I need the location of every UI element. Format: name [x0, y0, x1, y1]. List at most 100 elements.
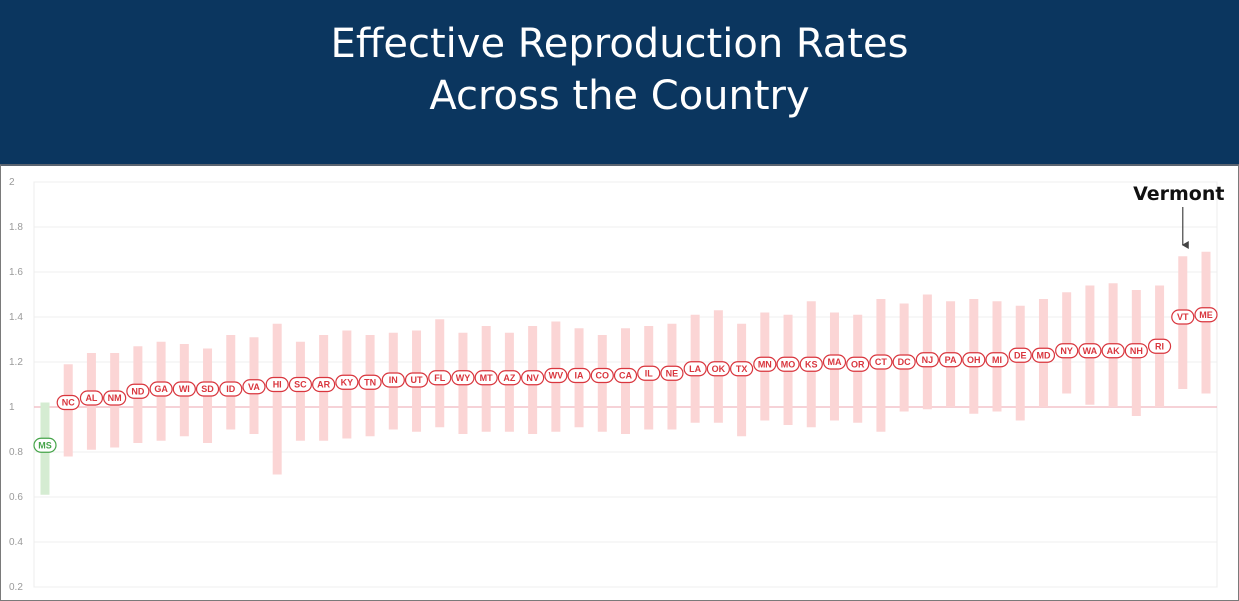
state-label-ia: IA [575, 371, 585, 381]
point-marker-mt [474, 370, 498, 386]
range-bar-tx [737, 323, 747, 437]
point-marker-tx [729, 361, 754, 377]
point-marker-nd [126, 383, 150, 399]
point-marker-ia [567, 367, 591, 384]
state-label-nj: NJ [922, 355, 934, 365]
point-marker-mo [776, 356, 800, 372]
state-label-wy: WY [456, 373, 471, 383]
chart-panel: MS NC AL NM ND GA WI SD ID VA HI SC AR KY TN IN UT FL WY MT… [0, 164, 1239, 601]
state-label-nc: NC [62, 398, 75, 408]
point-marker-me [1194, 307, 1218, 323]
point-marker-az [497, 370, 521, 386]
point-marker-la [683, 361, 707, 377]
y-tick-label: 1.4 [9, 312, 23, 323]
state-label-mi: MI [992, 355, 1002, 365]
point-marker-dc [892, 354, 916, 370]
point-marker-or [846, 356, 870, 372]
point-marker-ny [1055, 343, 1079, 359]
state-label-oh: OH [967, 355, 981, 365]
range-bar-de [1015, 305, 1025, 421]
y-tick-label: 0.6 [9, 492, 23, 503]
point-marker-ri [1147, 338, 1172, 354]
state-label-nd: ND [131, 386, 144, 396]
state-label-de: DE [1014, 350, 1027, 360]
y-tick-label: 1.2 [9, 357, 23, 368]
point-marker-de [1008, 347, 1032, 363]
state-label-ut: UT [411, 375, 423, 385]
state-label-az: AZ [503, 373, 515, 383]
point-marker-sd [195, 381, 220, 397]
y-tick-label: 0.2 [9, 582, 23, 593]
vermont-annotation: Vermont [1133, 183, 1224, 205]
point-marker-hi [265, 376, 289, 393]
state-label-ri: RI [1155, 341, 1164, 351]
state-label-ky: KY [341, 377, 354, 387]
state-label-ca: CA [619, 371, 632, 381]
point-marker-nv [521, 370, 545, 386]
range-bar-hi [272, 323, 282, 475]
point-marker-oh [962, 352, 986, 368]
state-label-id: ID [226, 384, 236, 394]
state-label-nh: NH [1130, 346, 1143, 356]
chart-title-line-1: Effective Reproduction Rates [330, 21, 909, 67]
state-label-or: OR [851, 359, 865, 369]
range-bar-me [1201, 251, 1211, 394]
state-label-tx: TX [736, 364, 748, 374]
state-label-co: CO [596, 371, 610, 381]
y-tick-label: 1.8 [9, 222, 23, 233]
state-label-fl: FL [434, 373, 445, 383]
point-marker-wa [1078, 343, 1102, 359]
title-banner: Effective Reproduction Rates Across the … [0, 0, 1239, 164]
range-bar-co [597, 335, 607, 432]
state-label-dc: DC [898, 357, 911, 367]
state-label-ar: AR [317, 380, 330, 390]
state-label-ne: NE [666, 368, 679, 378]
point-marker-ga [149, 381, 173, 397]
state-label-ms: MS [38, 440, 52, 450]
point-marker-wi [172, 381, 196, 397]
state-label-la: LA [689, 364, 701, 374]
y-tick-label: 1.6 [9, 267, 23, 278]
state-label-pa: PA [945, 355, 957, 365]
range-bar-nc [63, 364, 73, 457]
point-marker-id [219, 381, 243, 397]
state-label-ak: AK [1107, 346, 1120, 356]
state-label-ok: OK [712, 364, 726, 374]
point-marker-pa [938, 352, 963, 368]
state-label-me: ME [1199, 310, 1213, 320]
point-marker-vt [1171, 309, 1195, 325]
state-label-wa: WA [1083, 346, 1098, 356]
state-label-mt: MT [480, 373, 493, 383]
state-label-tn: TN [364, 377, 376, 387]
state-label-al: AL [85, 393, 97, 403]
y-tick-label: 0.8 [9, 447, 23, 458]
point-marker-ma [822, 354, 847, 370]
point-marker-sc [288, 376, 313, 393]
y-tick-label: 1 [9, 402, 15, 413]
state-label-ks: KS [805, 359, 818, 369]
state-label-wi: WI [179, 384, 190, 394]
point-marker-ar [312, 376, 336, 393]
state-label-md: MD [1036, 350, 1050, 360]
y-tick-label: 0.4 [9, 537, 23, 548]
state-label-in: IN [389, 375, 398, 385]
point-marker-il [637, 365, 661, 381]
point-marker-ak [1101, 343, 1125, 359]
point-marker-md [1031, 347, 1056, 363]
point-marker-ok [706, 361, 730, 377]
rt-range-chart: MS NC AL NM ND GA WI SD ID VA HI SC AR KY TN IN UT FL WY MT… [9, 177, 1224, 593]
state-label-mo: MO [781, 359, 796, 369]
point-marker-nm [103, 390, 127, 406]
point-marker-ms [33, 437, 57, 453]
state-label-mn: MN [758, 359, 772, 369]
state-label-ct: CT [875, 357, 887, 367]
point-marker-wy [451, 370, 475, 386]
point-marker-fl [428, 370, 452, 386]
state-label-sc: SC [294, 380, 307, 390]
point-marker-nj [915, 352, 939, 368]
state-label-nm: NM [108, 393, 122, 403]
point-marker-ne [660, 365, 684, 381]
point-marker-ca [613, 367, 638, 384]
y-tick-label: 2 [9, 177, 15, 188]
point-marker-ky [335, 374, 359, 390]
